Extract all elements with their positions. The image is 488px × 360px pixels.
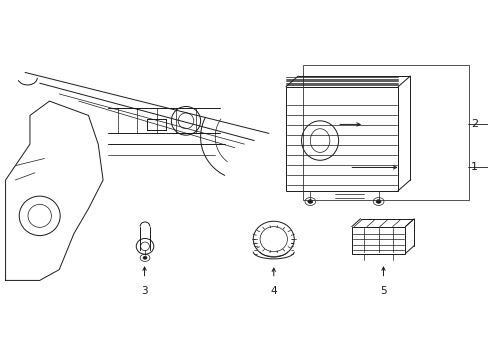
Bar [285,87,397,191]
Ellipse shape [307,200,312,203]
Text: 4: 4 [270,286,277,296]
Bar [303,65,468,200]
Ellipse shape [143,256,147,259]
Text: 1: 1 [470,162,477,172]
Bar [351,226,405,253]
Text: 5: 5 [379,286,386,296]
Text: 3: 3 [141,286,147,296]
Text: 2: 2 [470,120,477,129]
Ellipse shape [375,200,380,203]
